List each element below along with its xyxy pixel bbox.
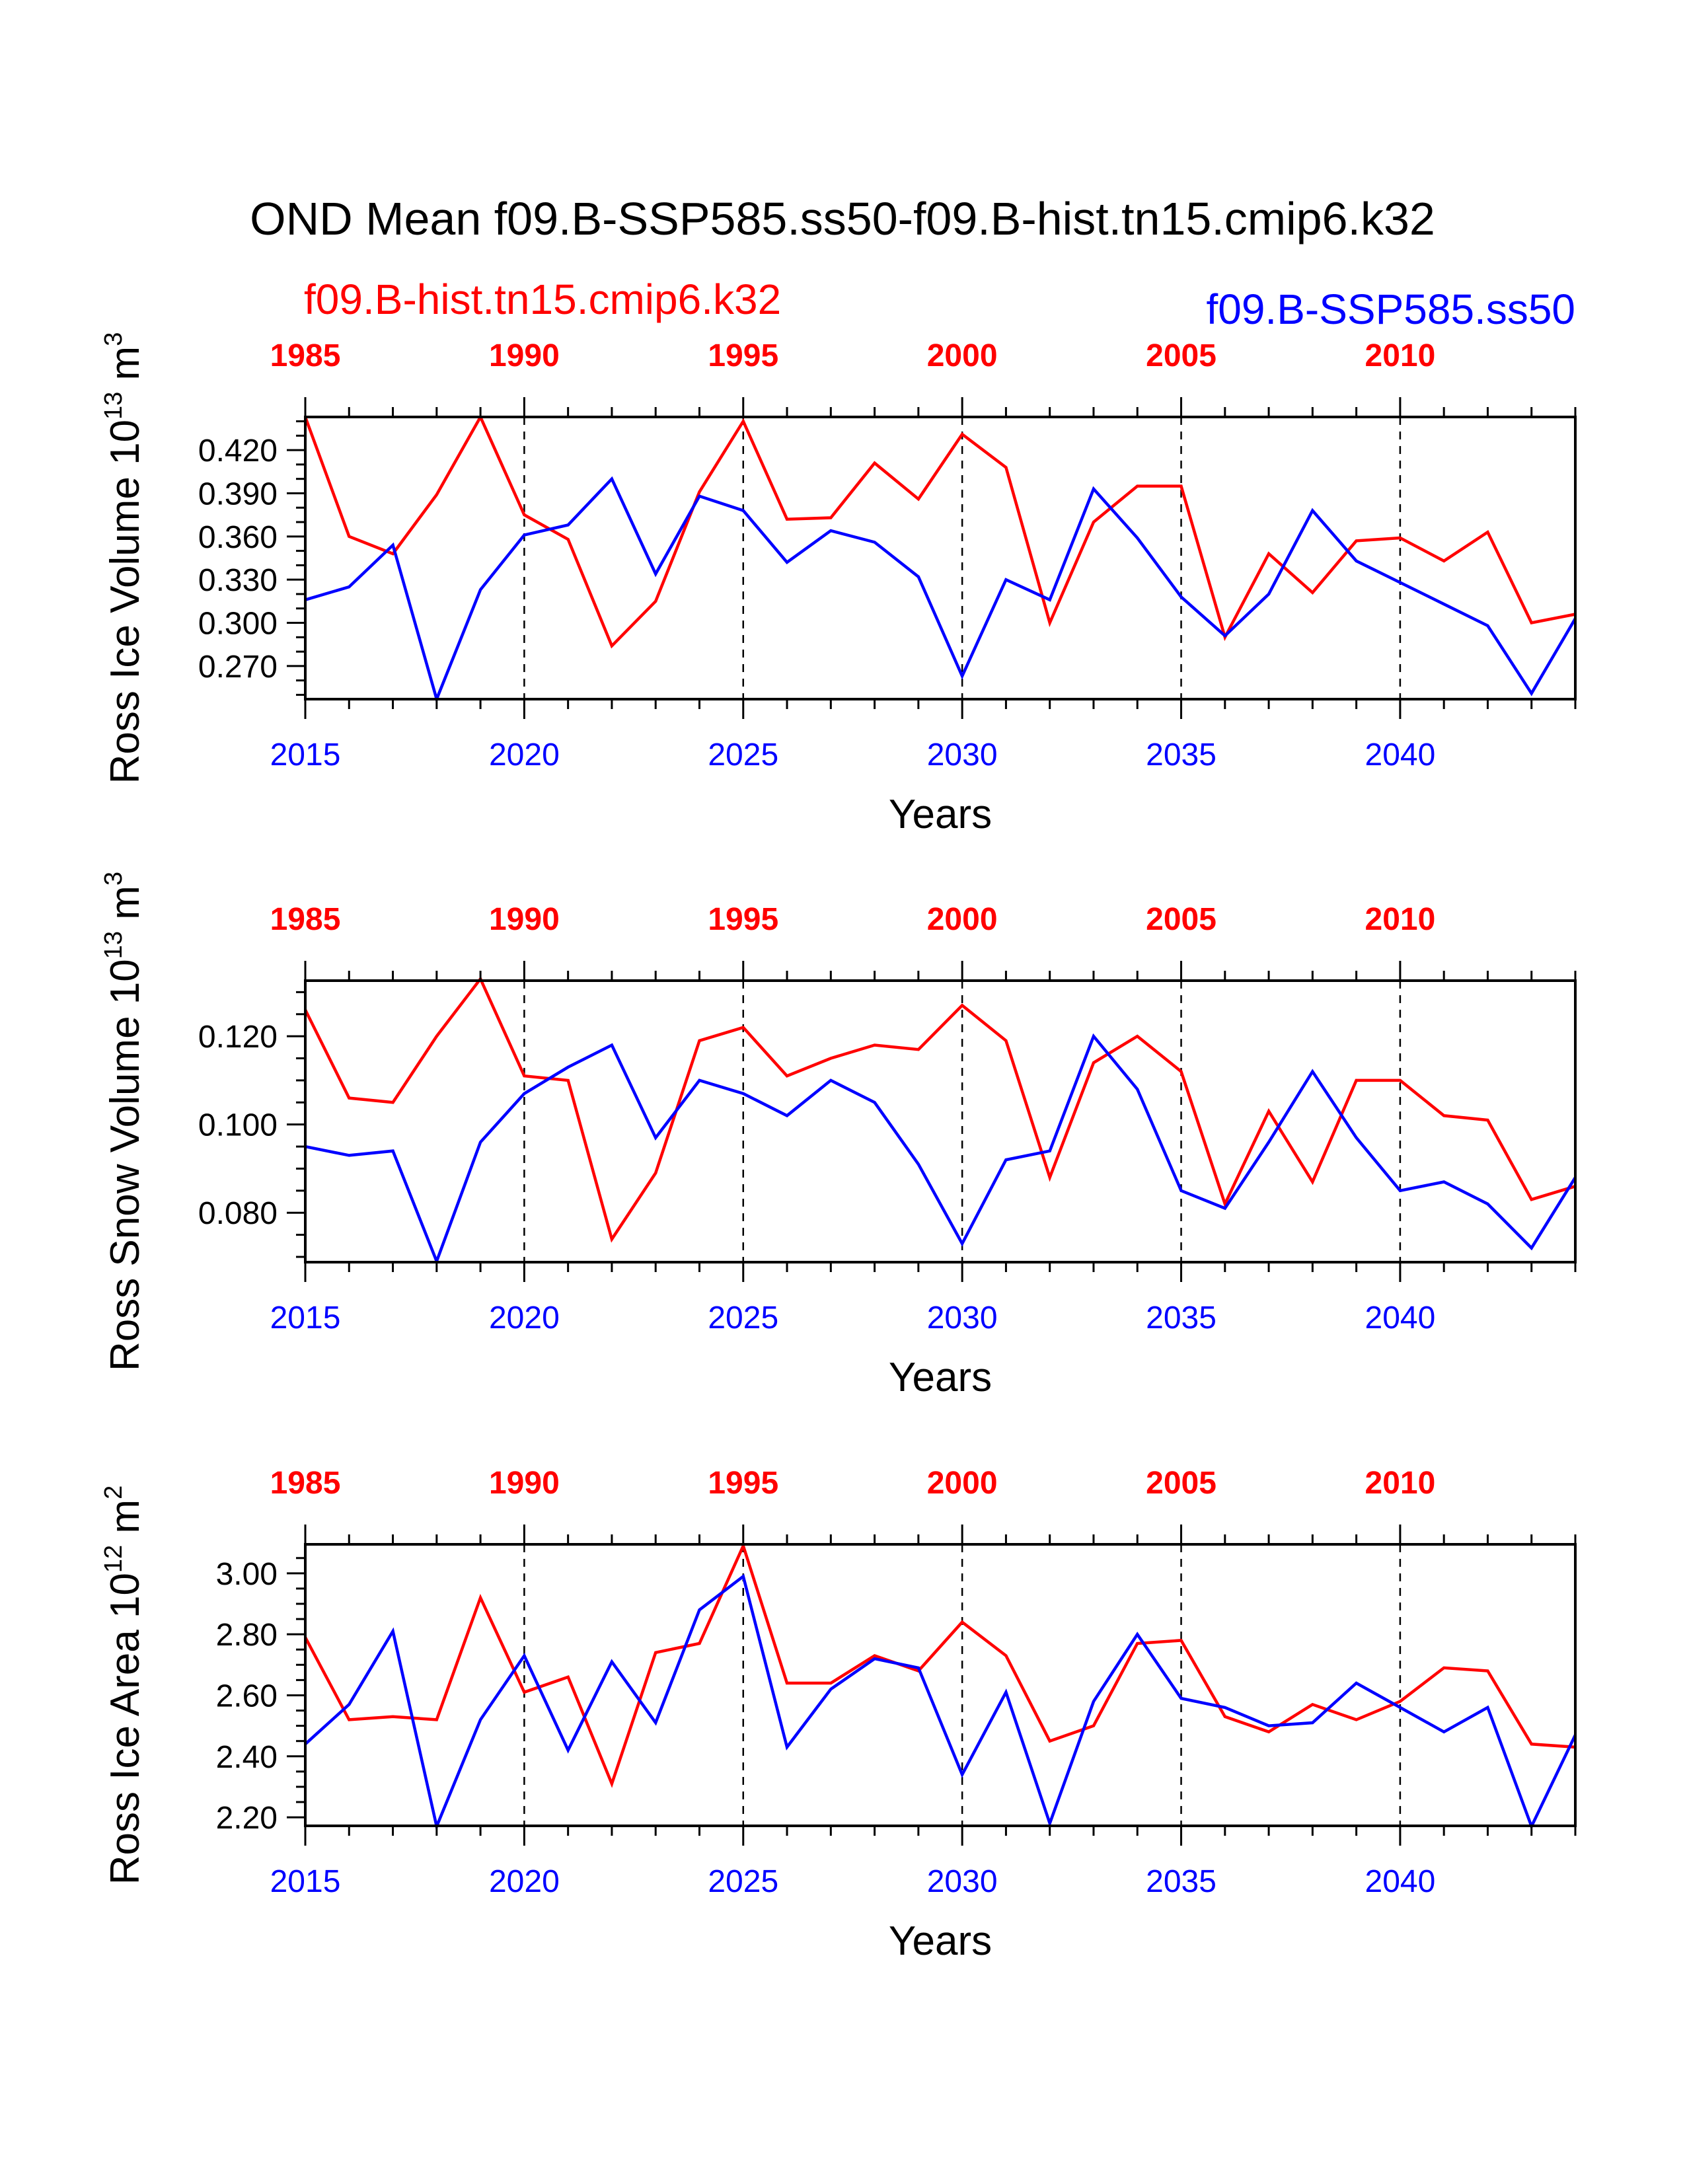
x-tick-label-bottom: 2035 — [1146, 1300, 1217, 1336]
x-tick-label-bottom: 2040 — [1365, 1864, 1436, 1899]
x-tick-label-top: 1985 — [270, 902, 341, 937]
series-line-ssp — [305, 1033, 1577, 1266]
y-axis-label-unit: m — [102, 346, 148, 392]
y-tick-label: 0.360 — [198, 520, 278, 555]
y-axis-label: Ross Snow Volume 1013 m3 — [100, 872, 148, 1371]
y-tick-label: 2.40 — [216, 1740, 278, 1775]
y-axis-label: Ross Ice Volume 1013 m3 — [100, 332, 148, 784]
y-axis-label-exp: 13 — [100, 931, 128, 959]
plot-frame — [304, 416, 1577, 700]
x-tick-label-top: 1990 — [489, 902, 560, 937]
x-tick-label-bottom: 2030 — [927, 1300, 998, 1336]
x-tick-label-top: 2010 — [1365, 902, 1436, 937]
y-tick-label: 0.120 — [198, 1020, 278, 1055]
x-tick-label-bottom: 2040 — [1365, 737, 1436, 772]
y-axis-label: Ross Ice Area 1012 m2 — [100, 1486, 148, 1885]
x-tick-label-bottom: 2030 — [927, 737, 998, 772]
x-tick-label-top: 2000 — [927, 902, 998, 937]
x-tick-label-bottom: 2025 — [708, 737, 778, 772]
legend-ssp-label: f09.B-SSP585.ss50 — [1206, 285, 1575, 333]
x-tick-label-top: 2005 — [1146, 902, 1217, 937]
y-tick-label: 3.00 — [216, 1557, 278, 1592]
x-tick-label-top: 1990 — [489, 338, 560, 373]
x-tick-label-top: 1995 — [708, 338, 778, 373]
x-tick-label-bottom: 2030 — [927, 1864, 998, 1899]
x-axis-label: Years — [889, 1355, 992, 1400]
x-tick-label-top: 2005 — [1146, 338, 1217, 373]
x-tick-label-bottom: 2015 — [270, 1864, 341, 1899]
x-tick-label-bottom: 2020 — [489, 1864, 560, 1899]
x-tick-label-top: 2000 — [927, 1466, 998, 1501]
y-axis-label-unit: m — [102, 1499, 148, 1545]
x-tick-label-top: 2010 — [1365, 338, 1436, 373]
panel-1: 0.270 0.300 0.330 0.360 0.390 0.420 2015 1985 20… — [100, 332, 1577, 837]
y-axis-label-exp: 12 — [100, 1545, 128, 1573]
x-tick-label-top: 2000 — [927, 338, 998, 373]
figure-title: OND Mean f09.B-SSP585.ss50-f09.B-hist.tn… — [250, 193, 1435, 245]
x-tick-label-bottom: 2020 — [489, 1300, 560, 1336]
x-tick-label-top: 1985 — [270, 338, 341, 373]
x-tick-label-top: 2010 — [1365, 1466, 1436, 1501]
y-tick-label: 0.270 — [198, 650, 278, 685]
series-line-ssp — [305, 476, 1577, 704]
y-tick-label: 0.390 — [198, 476, 278, 511]
x-tick-label-bottom: 2015 — [270, 737, 341, 772]
y-axis-label-unit-exp: 3 — [100, 332, 128, 346]
x-tick-label-bottom: 2035 — [1146, 737, 1217, 772]
x-tick-label-bottom: 2035 — [1146, 1864, 1217, 1899]
series-line-ssp — [304, 1573, 1577, 1832]
x-tick-label-top: 2005 — [1146, 1466, 1217, 1501]
x-tick-label-bottom: 2025 — [708, 1300, 778, 1336]
x-tick-label-top: 1990 — [489, 1466, 560, 1501]
x-tick-label-bottom: 2015 — [270, 1300, 341, 1336]
series-line-hist — [304, 1542, 1576, 1788]
y-tick-label: 0.300 — [198, 607, 278, 642]
x-tick-label-top: 1985 — [270, 1466, 341, 1501]
x-axis-label: Years — [889, 792, 992, 837]
y-axis-label-main: Ross Ice Area 10 — [102, 1573, 148, 1885]
x-tick-label-bottom: 2040 — [1365, 1300, 1436, 1336]
y-tick-label: 2.20 — [216, 1801, 278, 1836]
panel-2: 0.080 0.100 0.120 2015 1985 2020 1990 2025 1995 2… — [100, 872, 1577, 1400]
y-tick-label: 0.100 — [198, 1108, 278, 1143]
y-axis-label-exp: 13 — [100, 392, 128, 420]
y-tick-label: 2.60 — [216, 1678, 278, 1713]
series-line-hist — [303, 975, 1576, 1243]
x-tick-label-bottom: 2025 — [708, 1864, 778, 1899]
y-tick-label: 0.420 — [198, 433, 278, 469]
y-tick-label: 0.080 — [198, 1196, 278, 1231]
y-axis-label-main: Ross Snow Volume 10 — [102, 959, 148, 1371]
y-axis-label-unit-exp: 3 — [100, 872, 128, 885]
panel-3: 2.20 2.40 2.60 2.80 3.00 2015 1985 2020 1990 2025… — [100, 1466, 1577, 1964]
plot-frame — [304, 979, 1577, 1263]
legend-hist-label: f09.B-hist.tn15.cmip6.k32 — [304, 276, 781, 323]
y-axis-label-unit: m — [102, 885, 148, 931]
y-axis-label-unit-exp: 2 — [100, 1486, 128, 1499]
x-tick-label-top: 1995 — [708, 1466, 778, 1501]
y-tick-label: 2.80 — [216, 1618, 278, 1653]
x-axis-label: Years — [889, 1918, 992, 1964]
plot-frame — [304, 1543, 1577, 1827]
x-tick-label-bottom: 2020 — [489, 737, 560, 772]
series-line-hist — [303, 414, 1576, 649]
y-tick-label: 0.330 — [198, 563, 278, 598]
y-axis-label-main: Ross Ice Volume 10 — [102, 420, 148, 784]
x-tick-label-top: 1995 — [708, 902, 778, 937]
